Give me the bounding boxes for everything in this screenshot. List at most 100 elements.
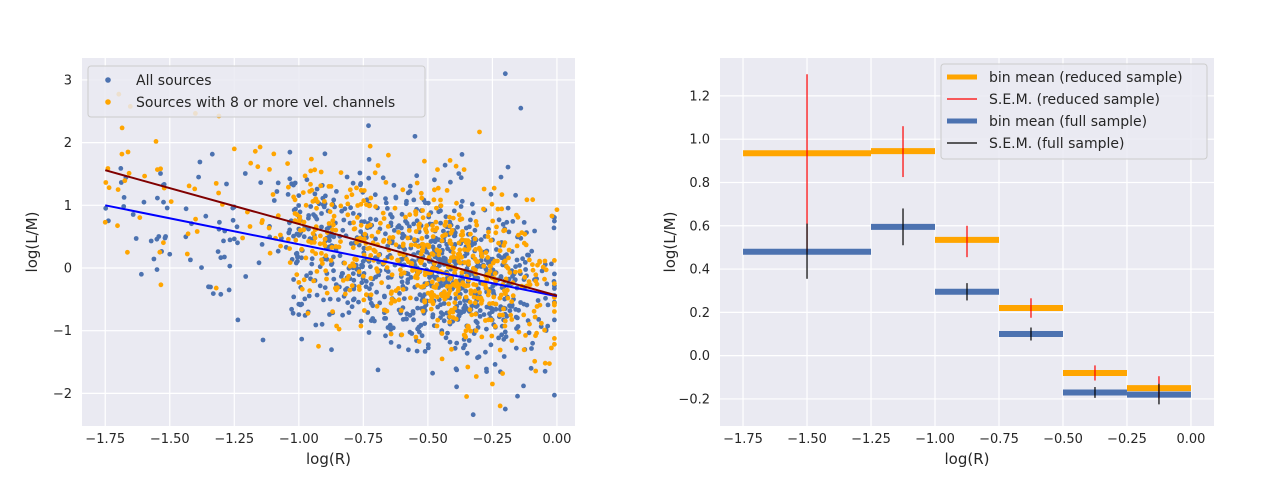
scatter-point-reduced-sample <box>137 215 143 221</box>
scatter-point-all-sources <box>509 304 515 309</box>
legend: All sources Sources with 8 or more vel. c… <box>87 65 426 118</box>
scatter-point-reduced-sample <box>345 201 351 207</box>
scatter-point-reduced-sample <box>500 312 505 318</box>
scatter-point-all-sources <box>359 280 365 286</box>
scatter-point-all-sources <box>209 151 215 157</box>
x-tick-label: −1.25 <box>851 432 891 447</box>
scatter-point-all-sources <box>424 234 430 240</box>
scatter-point-all-sources <box>348 241 354 246</box>
scatter-point-all-sources <box>138 271 144 277</box>
legend-label: S.E.M. (full sample) <box>989 136 1124 152</box>
scatter-point-reduced-sample <box>415 283 420 288</box>
scatter-point-reduced-sample <box>516 329 522 335</box>
scatter-point-all-sources <box>478 237 484 243</box>
scatter-point-reduced-sample <box>522 274 528 280</box>
scatter-point-reduced-sample <box>115 187 121 193</box>
scatter-point-all-sources <box>319 224 324 230</box>
fit-line <box>104 169 558 297</box>
scatter-point-all-sources <box>481 312 487 317</box>
scatter-point-all-sources <box>393 194 399 200</box>
scatter-point-reduced-sample <box>455 255 460 261</box>
scatter-point-reduced-sample <box>347 287 353 293</box>
scatter-point-reduced-sample <box>440 276 446 282</box>
scatter-point-all-sources <box>443 335 449 341</box>
scatter-point-reduced-sample <box>554 207 560 213</box>
scatter-point-reduced-sample <box>530 262 535 267</box>
scatter-point-all-sources <box>536 317 542 322</box>
scatter-point-all-sources <box>385 243 391 249</box>
scatter-point-all-sources <box>325 226 331 232</box>
scatter-point-reduced-sample <box>487 301 492 307</box>
scatter-point-reduced-sample <box>367 203 373 208</box>
scatter-point-reduced-sample <box>369 233 375 239</box>
scatter-point-reduced-sample <box>368 195 374 201</box>
scatter-point-all-sources <box>337 253 343 259</box>
scatter-point-reduced-sample <box>368 253 374 258</box>
scatter-point-all-sources <box>502 71 508 77</box>
scatter-point-reduced-sample <box>466 261 471 267</box>
scatter-point-reduced-sample <box>442 289 447 295</box>
scatter-point-reduced-sample <box>438 203 444 209</box>
scatter-point-reduced-sample <box>322 236 328 242</box>
scatter-point-all-sources <box>459 198 465 204</box>
scatter-point-all-sources <box>322 151 328 157</box>
scatter-point-reduced-sample <box>351 226 357 232</box>
scatter-point-all-sources <box>453 366 459 372</box>
scatter-point-all-sources <box>438 208 443 214</box>
scatter-point-reduced-sample <box>459 216 465 222</box>
scatter-point-reduced-sample <box>464 394 469 399</box>
scatter-point-reduced-sample <box>342 291 348 297</box>
scatter-point-reduced-sample <box>465 364 471 370</box>
scatter-point-reduced-sample <box>509 317 515 322</box>
scatter-point-all-sources <box>366 175 372 181</box>
scatter-point-reduced-sample <box>426 255 432 260</box>
scatter-point-all-sources <box>552 317 557 323</box>
scatter-point-reduced-sample <box>400 187 406 193</box>
scatter-point-all-sources <box>235 317 241 323</box>
scatter-point-reduced-sample <box>479 297 484 303</box>
scatter-point-reduced-sample <box>267 250 273 256</box>
scatter-point-all-sources <box>155 195 160 201</box>
scatter-point-reduced-sample <box>521 240 527 246</box>
scatter-point-reduced-sample <box>119 125 125 131</box>
x-tick-label: −1.25 <box>214 432 254 447</box>
scatter-point-reduced-sample <box>461 167 467 173</box>
scatter-point-all-sources <box>477 314 483 319</box>
scatter-point-all-sources <box>501 354 507 359</box>
scatter-point-reduced-sample <box>419 236 425 241</box>
scatter-point-reduced-sample <box>299 286 305 292</box>
scatter-point-reduced-sample <box>454 200 459 206</box>
scatter-point-reduced-sample <box>515 214 521 220</box>
scatter-point-all-sources <box>290 310 296 316</box>
scatter-point-all-sources <box>218 291 224 297</box>
scatter-point-reduced-sample <box>310 199 316 204</box>
scatter-point-all-sources <box>256 260 262 266</box>
scatter-point-all-sources <box>447 219 453 225</box>
scatter-point-reduced-sample <box>426 244 432 250</box>
scatter-point-reduced-sample <box>389 296 395 302</box>
scatter-point-all-sources <box>360 259 366 264</box>
scatter-point-reduced-sample <box>509 299 515 304</box>
scatter-point-reduced-sample <box>403 214 408 220</box>
scatter-point-all-sources <box>308 270 313 276</box>
scatter-point-reduced-sample <box>309 187 315 193</box>
scatter-point-all-sources <box>350 211 356 216</box>
scatter-point-all-sources <box>447 339 453 345</box>
legend: bin mean (reduced sample) S.E.M. (reduced… <box>940 63 1208 160</box>
scatter-point-all-sources <box>539 268 545 274</box>
scatter-point-reduced-sample <box>271 151 277 157</box>
scatter-point-reduced-sample <box>323 268 329 274</box>
scatter-point-reduced-sample <box>549 345 554 351</box>
x-tick-label: −1.50 <box>150 432 190 447</box>
scatter-point-reduced-sample <box>486 229 491 235</box>
scatter-point-reduced-sample <box>443 232 449 238</box>
y-tick-label: 0 <box>64 262 72 277</box>
scatter-point-reduced-sample <box>368 275 374 281</box>
scatter-point-reduced-sample <box>452 270 457 276</box>
scatter-point-reduced-sample <box>490 260 496 266</box>
scatter-point-all-sources <box>549 261 554 267</box>
left-scatter-plot: −1.75 −1.50 −1.25 −1.00 −0.75 −0.50 −0.25 0.00 −… <box>23 58 575 468</box>
scatter-point-reduced-sample <box>361 297 367 303</box>
scatter-point-all-sources <box>451 208 457 214</box>
